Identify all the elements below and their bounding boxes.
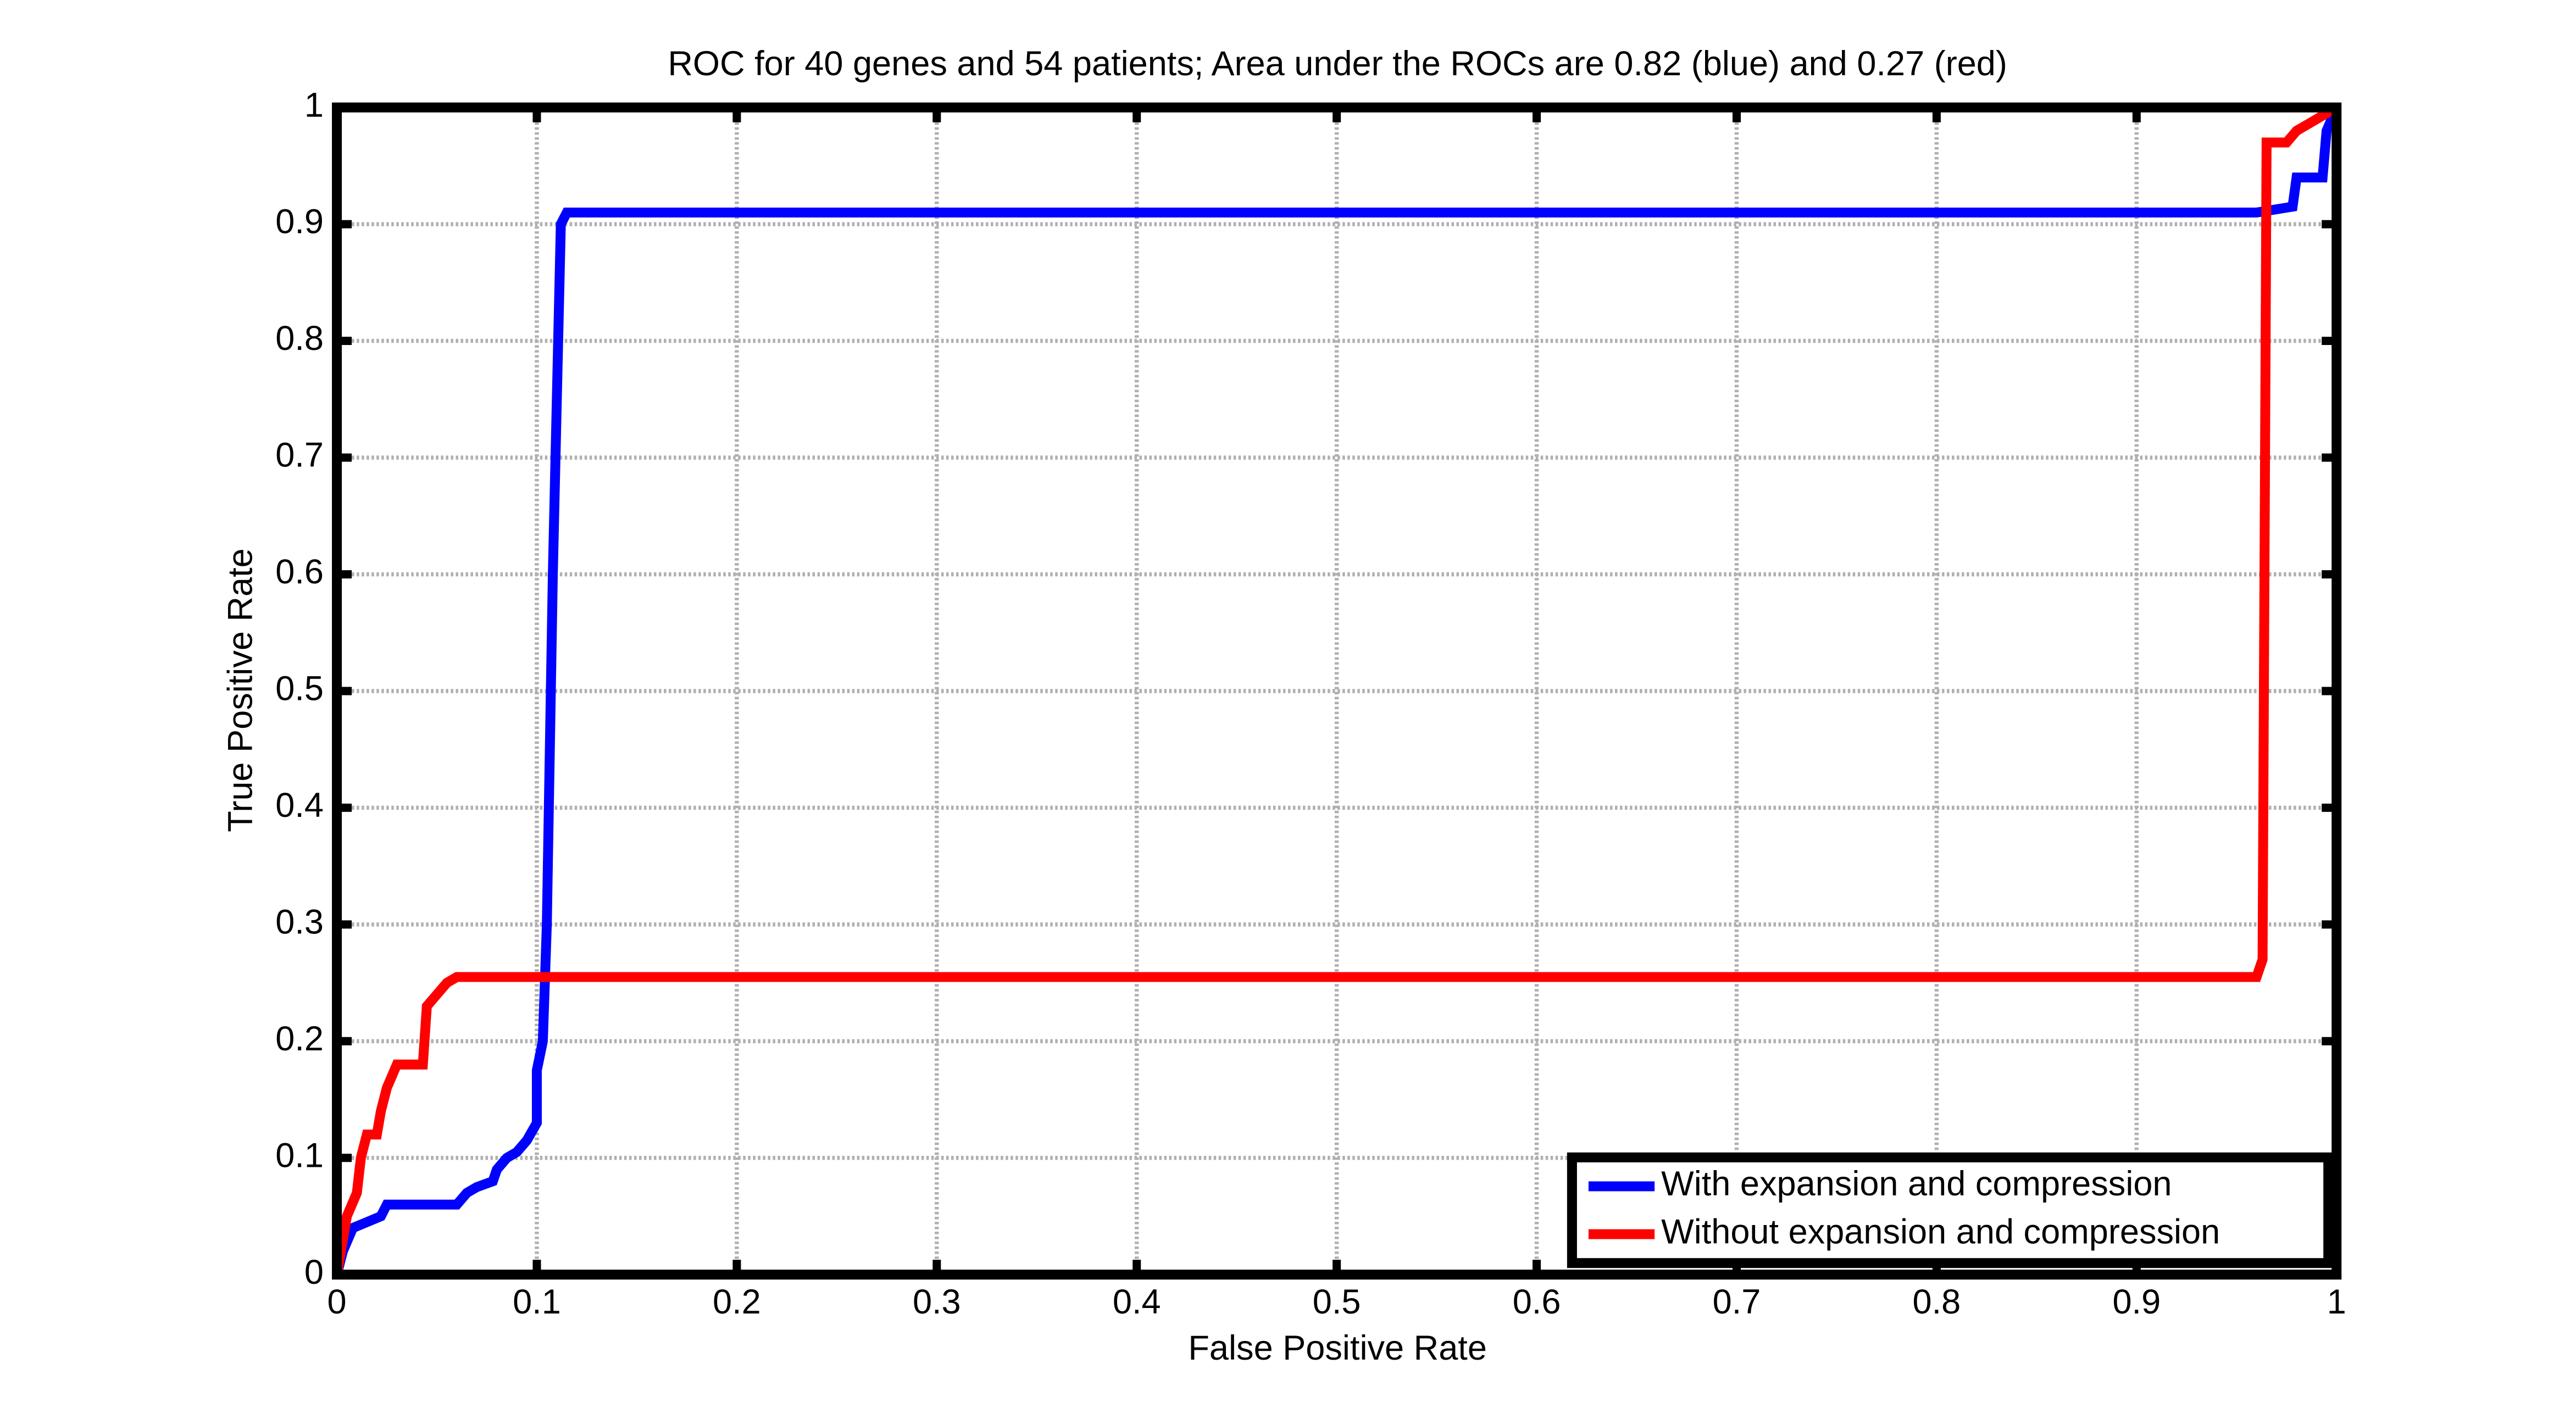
x-tick-label: 0.9 <box>2112 1283 2161 1321</box>
y-tick-label: 0.2 <box>275 1020 324 1058</box>
x-tick-label: 0.6 <box>1513 1283 1561 1321</box>
y-tick-label: 0.5 <box>275 670 324 708</box>
y-tick-label: 0.7 <box>275 436 324 475</box>
y-axis-label: True Positive Rate <box>221 548 259 832</box>
y-tick-label: 0.3 <box>275 903 324 942</box>
y-tick-label: 0.8 <box>275 319 324 358</box>
x-tick-label: 0.8 <box>1913 1283 1961 1321</box>
x-tick-label: 0.4 <box>1113 1283 1161 1321</box>
legend-label: Without expansion and compression <box>1661 1212 2220 1251</box>
y-tick-label: 0.6 <box>275 553 324 591</box>
y-tick-label: 0.4 <box>275 786 324 825</box>
x-tick-label: 0.2 <box>713 1283 761 1321</box>
plot-frame <box>332 102 2342 1280</box>
x-tick-label: 0.7 <box>1713 1283 1761 1321</box>
y-tick-label: 1 <box>304 86 324 124</box>
y-tick-label: 0 <box>304 1253 324 1292</box>
y-tick-label: 0.9 <box>275 203 324 241</box>
x-tick-label: 0.3 <box>913 1283 961 1321</box>
legend-box <box>1567 1152 2334 1268</box>
line-series <box>332 103 2339 1276</box>
x-tick-label: 1 <box>2327 1283 2346 1321</box>
legend-label: With expansion and compression <box>1661 1165 2172 1203</box>
x-axis-label: False Positive Rate <box>1188 1329 1487 1367</box>
x-tick-label: 0.1 <box>513 1283 561 1321</box>
line-series <box>332 105 2341 1276</box>
x-tick-label: 0.5 <box>1313 1283 1361 1321</box>
y-tick-label: 0.1 <box>275 1136 324 1174</box>
chart-title: ROC for 40 genes and 54 patients; Area u… <box>668 44 2007 83</box>
x-tick-label: 0 <box>327 1283 346 1321</box>
